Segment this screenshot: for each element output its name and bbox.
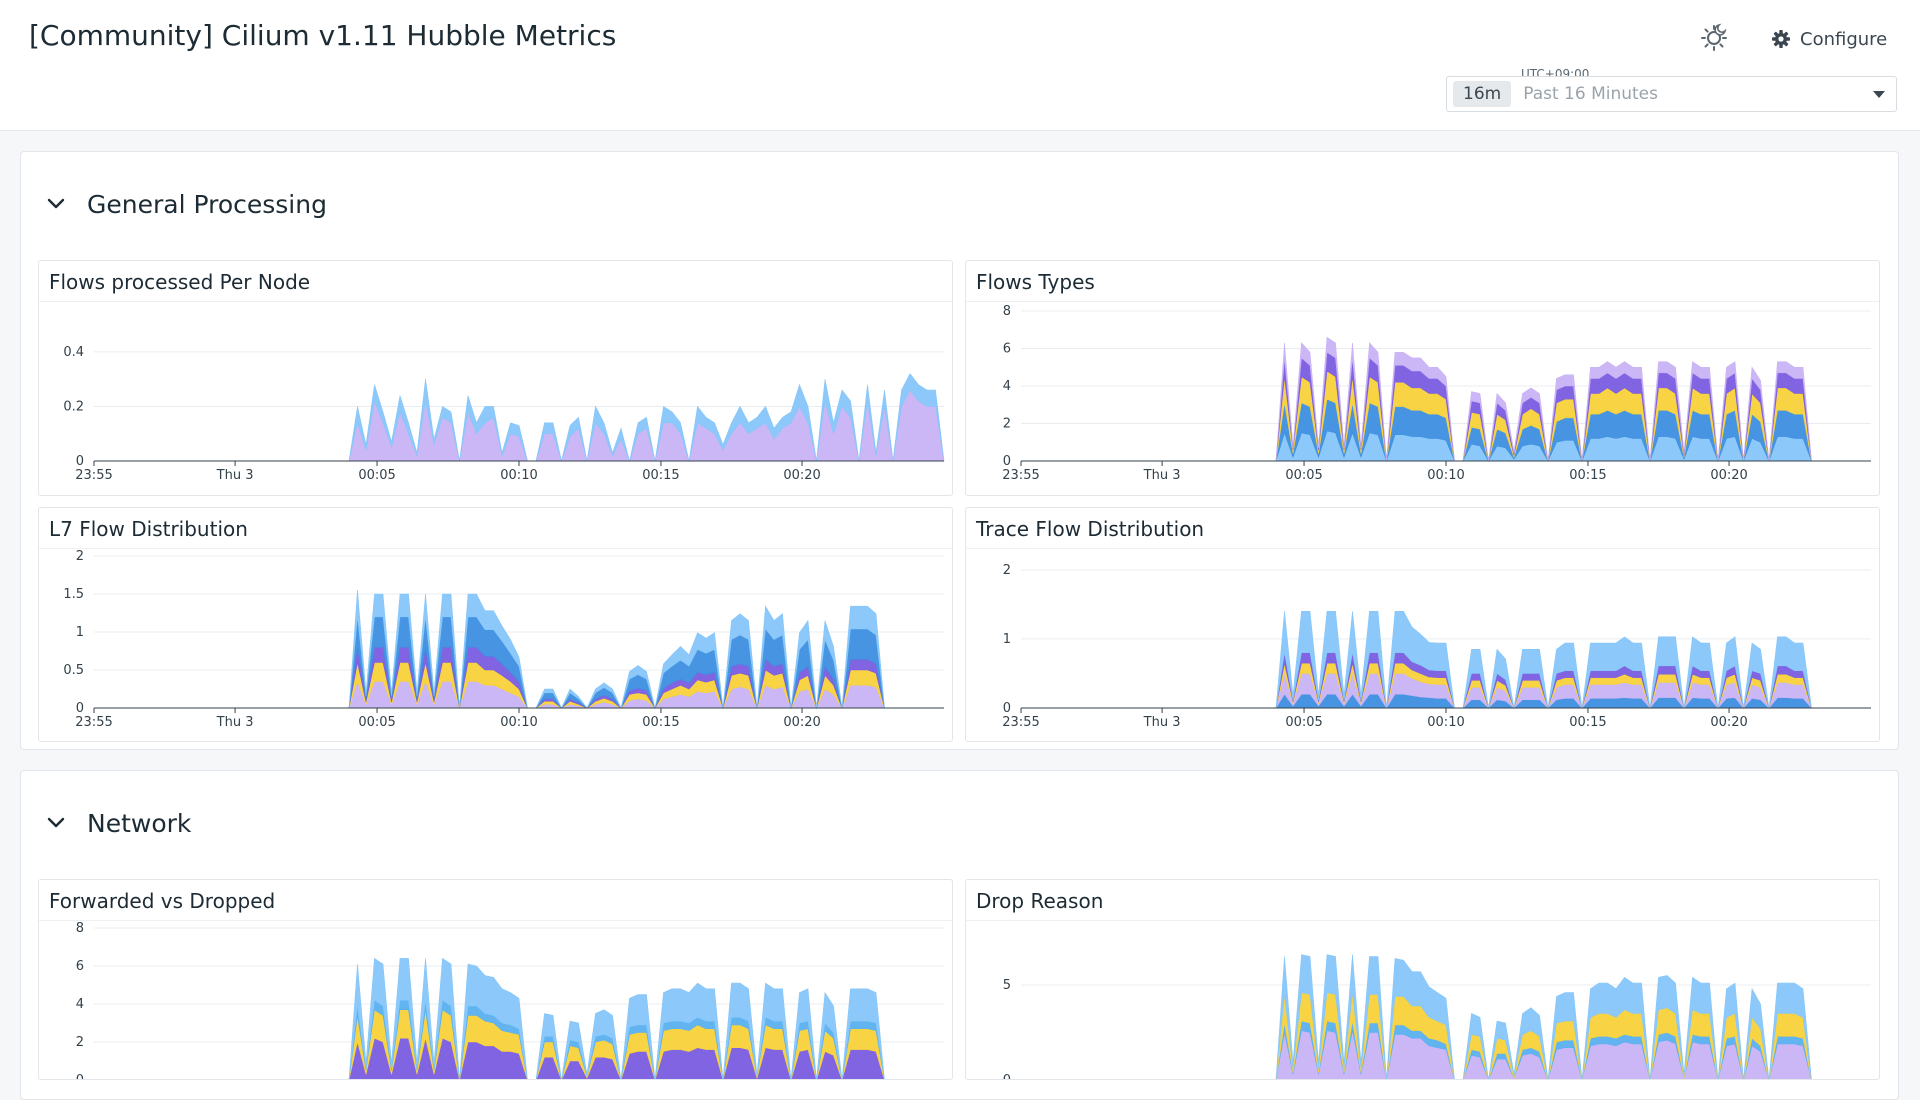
y-tick-label: 0: [1003, 454, 1011, 469]
y-tick-label: 0: [76, 454, 84, 469]
dashboard-header: [Community] Cilium v1.11 Hubble Metrics: [0, 0, 1920, 131]
y-tick-label: 4: [76, 997, 84, 1012]
chevron-down-icon: [47, 198, 65, 209]
x-tick-label: 00:20: [783, 715, 820, 730]
group-title: Network: [87, 808, 192, 838]
x-tick-label: 00:05: [1285, 468, 1322, 483]
y-tick-label: 6: [1003, 342, 1011, 357]
time-range-text: Past 16 Minutes: [1523, 84, 1658, 104]
caret-down-icon: [1873, 91, 1885, 98]
widget-title: Forwarded vs Dropped: [49, 889, 276, 913]
widget-title: L7 Flow Distribution: [49, 517, 248, 541]
x-tick-label: Thu 3: [1143, 468, 1181, 483]
x-tick-label: Thu 3: [1143, 715, 1181, 730]
x-tick-label: 00:20: [1710, 468, 1747, 483]
x-tick-label: 00:15: [642, 715, 679, 730]
configure-button[interactable]: Configure: [1771, 24, 1887, 54]
x-tick-label: Thu 3: [216, 468, 254, 483]
series-area: [94, 590, 944, 710]
chart-drop-reason: 05: [1003, 954, 1871, 1080]
group-header-general-processing[interactable]: General Processing: [47, 184, 327, 224]
y-tick-label: 6: [76, 959, 84, 974]
y-tick-label: 0: [1003, 1073, 1011, 1080]
y-tick-label: 1: [76, 625, 84, 640]
widget-divider: [39, 920, 952, 921]
x-tick-label: 00:20: [1710, 715, 1747, 730]
y-tick-label: 2: [76, 549, 84, 564]
widget-flows-types[interactable]: Flows Types 0 2 4 6 8 23:55 Thu 3 00:05 00:10 00:…: [965, 260, 1880, 496]
chart-l7-flow-distribution: 0 0.5 1 1.5 2 23:55 Thu 3 00:05 00:10 00:15 00:20: [63, 549, 944, 730]
x-tick-label: 00:05: [1285, 715, 1322, 730]
y-tick-label: 4: [1003, 379, 1011, 394]
y-tick-label: 0: [76, 701, 84, 716]
widget-title: Trace Flow Distribution: [976, 517, 1205, 541]
group-title: General Processing: [87, 189, 327, 219]
widget-trace-flow-distribution[interactable]: Trace Flow Distribution 0 1 2 23:55 Thu 3 00:…: [965, 507, 1880, 742]
configure-label: Configure: [1800, 28, 1888, 50]
widget-forwarded-vs-dropped[interactable]: Forwarded vs Dropped 0 2 4 6 8: [38, 879, 953, 1080]
theme-toggle-icon: [1701, 23, 1727, 51]
x-tick-label: Thu 3: [216, 715, 254, 730]
group-header-network[interactable]: Network: [47, 803, 191, 843]
y-tick-label: 0.4: [63, 345, 84, 360]
widget-divider: [966, 301, 1879, 302]
x-tick-label: 00:10: [500, 468, 537, 483]
chart-forwarded-vs-dropped: 0 2 4 6 8: [76, 921, 944, 1080]
series-area: [348, 957, 885, 1079]
x-tick-label: 23:55: [75, 715, 112, 730]
y-tick-label: 2: [1003, 563, 1011, 578]
page-title: [Community] Cilium v1.11 Hubble Metrics: [29, 19, 617, 52]
time-range-picker[interactable]: 16m Past 16 Minutes: [1446, 76, 1897, 112]
chevron-down-icon: [47, 817, 65, 828]
y-tick-label: 1: [1003, 632, 1011, 647]
x-tick-label: 00:10: [500, 715, 537, 730]
widget-title: Flows processed Per Node: [49, 270, 311, 294]
widget-flows-processed-per-node[interactable]: Flows processed Per Node 0 0.2 0.4 23:55 Thu…: [38, 260, 953, 496]
y-tick-label: 5: [1003, 978, 1011, 993]
y-tick-label: 0: [1003, 701, 1011, 716]
y-tick-label: 0: [76, 1073, 84, 1080]
x-tick-label: 23:55: [1002, 715, 1039, 730]
x-tick-label: 00:10: [1427, 468, 1464, 483]
x-tick-label: 00:05: [358, 468, 395, 483]
widget-divider: [39, 548, 952, 549]
chart-flows-processed-per-node: 0 0.2 0.4 23:55 Thu 3 00:05 00:10 00:15 00:20: [63, 345, 945, 483]
series-area: [1021, 336, 1871, 462]
x-tick-label: 23:55: [1002, 468, 1039, 483]
widget-title: Flows Types: [976, 270, 1095, 294]
y-tick-label: 8: [1003, 304, 1011, 319]
time-range-badge: 16m: [1453, 81, 1512, 107]
x-tick-label: 00:15: [1569, 715, 1606, 730]
x-tick-label: 00:15: [1569, 468, 1606, 483]
series-area: [1021, 610, 1871, 710]
chart-trace-flow-distribution: 0 1 2 23:55 Thu 3 00:05 00:10 00:15 00:20: [1002, 563, 1871, 730]
theme-toggle-button[interactable]: [1698, 20, 1732, 54]
widget-l7-flow-distribution[interactable]: L7 Flow Distribution 0 0.5 1 1.5 2 23:55 Thu 3…: [38, 507, 953, 742]
y-tick-label: 8: [76, 921, 84, 936]
gear-icon: [1772, 30, 1790, 48]
series-area: [1275, 954, 1812, 1079]
x-tick-label: 00:10: [1427, 715, 1464, 730]
y-tick-label: 2: [1003, 417, 1011, 432]
y-tick-label: 0.2: [63, 399, 84, 414]
x-tick-label: 00:05: [358, 715, 395, 730]
y-tick-label: 2: [76, 1035, 84, 1050]
x-tick-label: 23:55: [75, 468, 112, 483]
widget-divider: [966, 920, 1879, 921]
widget-title: Drop Reason: [976, 889, 1104, 913]
x-tick-label: 00:15: [642, 468, 679, 483]
chart-flows-types: 0 2 4 6 8 23:55 Thu 3 00:05 00:10 00:15 00:20: [1002, 304, 1871, 483]
widget-divider: [966, 548, 1879, 549]
y-tick-label: 0.5: [63, 663, 84, 678]
x-tick-label: 00:20: [783, 468, 820, 483]
widget-divider: [39, 301, 952, 302]
y-tick-label: 1.5: [63, 587, 84, 602]
